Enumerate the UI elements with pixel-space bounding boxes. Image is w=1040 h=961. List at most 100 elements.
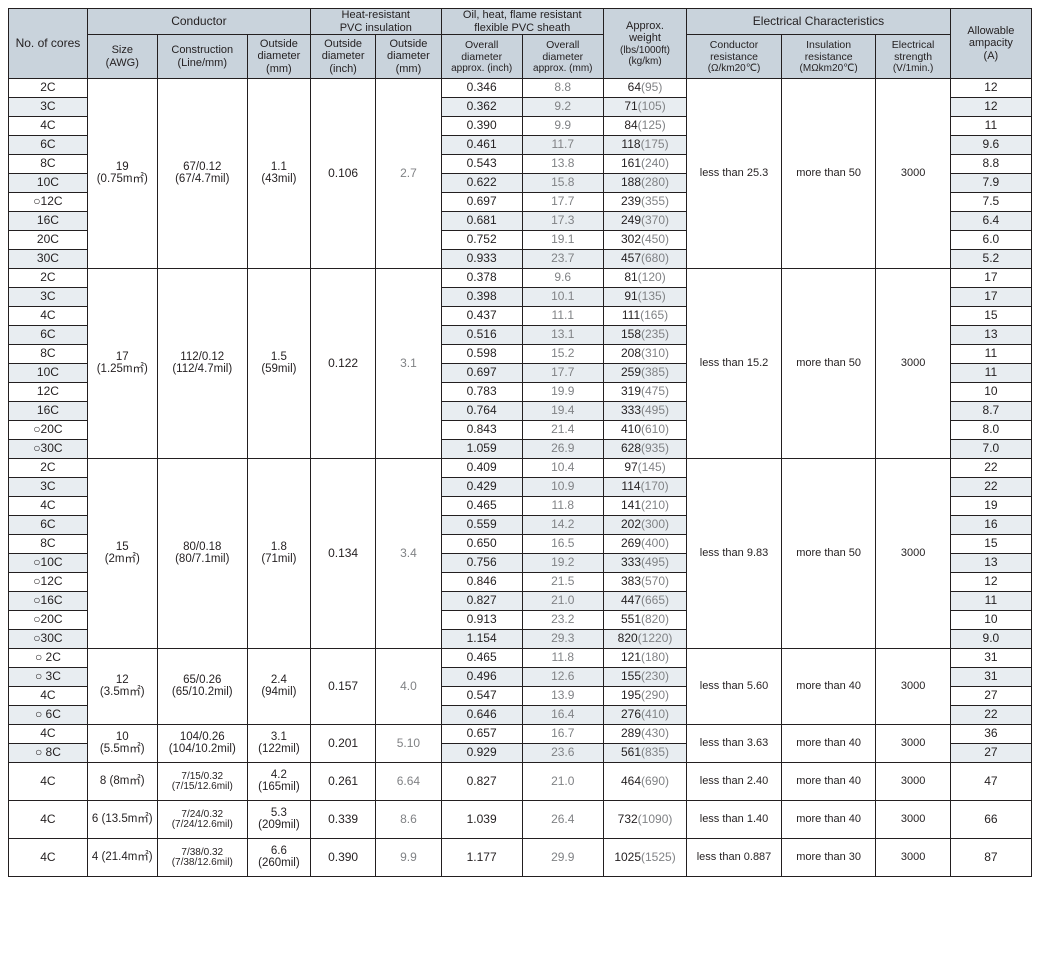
cell-overall-mm: 26.9	[522, 440, 603, 459]
cell-overall-in: 0.681	[441, 212, 522, 231]
cell-strength: 3000	[876, 763, 950, 801]
cell-cores: 2C	[9, 459, 88, 478]
cell-overall-in: 0.783	[441, 383, 522, 402]
cell-cores: ○20C	[9, 421, 88, 440]
hdr-ampacity: Allowableampacity (A)	[950, 9, 1031, 79]
cell-strength: 3000	[876, 269, 950, 459]
cell-ins-in: 0.261	[310, 763, 375, 801]
cell-overall-in: 0.646	[441, 706, 522, 725]
cell-cores: 30C	[9, 250, 88, 269]
table-row: 4C10(5.5m㎡)104/0.26(104/10.2mil)3.1(122m…	[9, 725, 1032, 744]
cell-ampacity: 8.8	[950, 155, 1031, 174]
table-body: 2C19(0.75m㎡)67/0.12(67/4.7mil)1.1(43mil)…	[9, 79, 1032, 877]
cell-overall-in: 1.177	[441, 839, 522, 877]
cell-ampacity: 12	[950, 98, 1031, 117]
cell-cores: ○20C	[9, 611, 88, 630]
cell-weight: 188(280)	[603, 174, 686, 193]
hdr-ins-in: Outsidediameter(inch)	[310, 35, 375, 79]
cell-weight: 302(450)	[603, 231, 686, 250]
cell-weight: 111(165)	[603, 307, 686, 326]
cell-overall-in: 0.390	[441, 117, 522, 136]
cell-size: 15(2m㎡)	[87, 459, 157, 649]
table-row: 4C4 (21.4m㎡)7/38/0.32(7/38/12.6mil)6.6(2…	[9, 839, 1032, 877]
cell-weight: 1025(1525)	[603, 839, 686, 877]
cell-construction: 7/24/0.32(7/24/12.6mil)	[157, 801, 247, 839]
cell-ampacity: 10	[950, 383, 1031, 402]
cell-weight: 161(240)	[603, 155, 686, 174]
cell-overall-in: 0.543	[441, 155, 522, 174]
cell-weight: 158(235)	[603, 326, 686, 345]
cell-strength: 3000	[876, 801, 950, 839]
cell-cores: 20C	[9, 231, 88, 250]
cell-construction: 7/38/0.32(7/38/12.6mil)	[157, 839, 247, 877]
cell-construction: 67/0.12(67/4.7mil)	[157, 79, 247, 269]
cell-weight: 91(135)	[603, 288, 686, 307]
cell-ampacity: 13	[950, 326, 1031, 345]
cell-cores: 3C	[9, 288, 88, 307]
cell-overall-mm: 23.2	[522, 611, 603, 630]
cell-overall-mm: 12.6	[522, 668, 603, 687]
cell-cond-res: less than 15.2	[687, 269, 782, 459]
cell-overall-mm: 11.1	[522, 307, 603, 326]
cell-cores: 6C	[9, 516, 88, 535]
cell-overall-mm: 29.9	[522, 839, 603, 877]
cell-cores: 4C	[9, 307, 88, 326]
cell-overall-mm: 10.1	[522, 288, 603, 307]
cell-strength: 3000	[876, 725, 950, 763]
cell-ins-res: more than 30	[781, 839, 876, 877]
cell-overall-mm: 13.9	[522, 687, 603, 706]
cell-ins-mm: 9.9	[376, 839, 441, 877]
cell-od: 5.3(209mil)	[247, 801, 310, 839]
cell-weight: 269(400)	[603, 535, 686, 554]
cell-cores: 2C	[9, 79, 88, 98]
cell-cores: ○12C	[9, 193, 88, 212]
cell-weight: 249(370)	[603, 212, 686, 231]
cell-weight: 259(385)	[603, 364, 686, 383]
cell-cores: ○ 6C	[9, 706, 88, 725]
cell-ampacity: 6.0	[950, 231, 1031, 250]
table-row: 2C17(1.25m㎡)112/0.12(112/4.7mil)1.5(59mi…	[9, 269, 1032, 288]
cell-size: 10(5.5m㎡)	[87, 725, 157, 763]
cell-overall-mm: 11.8	[522, 497, 603, 516]
cell-ampacity: 12	[950, 573, 1031, 592]
cell-ins-res: more than 40	[781, 649, 876, 725]
hdr-sheath: Oil, heat, flame resistantflexible PVC s…	[441, 9, 603, 35]
cell-cond-res: less than 0.887	[687, 839, 782, 877]
hdr-ins-mm: Outsidediameter(mm)	[376, 35, 441, 79]
cell-overall-mm: 19.1	[522, 231, 603, 250]
cell-ampacity: 15	[950, 307, 1031, 326]
cell-strength: 3000	[876, 79, 950, 269]
cell-weight: 289(430)	[603, 725, 686, 744]
cell-overall-in: 0.697	[441, 193, 522, 212]
cell-ampacity: 7.5	[950, 193, 1031, 212]
cell-overall-mm: 19.2	[522, 554, 603, 573]
cell-weight: 84(125)	[603, 117, 686, 136]
cell-overall-mm: 9.9	[522, 117, 603, 136]
cell-cores: ○ 8C	[9, 744, 88, 763]
cell-overall-in: 0.752	[441, 231, 522, 250]
cell-ins-res: more than 50	[781, 269, 876, 459]
cell-overall-in: 0.846	[441, 573, 522, 592]
cell-overall-in: 0.465	[441, 497, 522, 516]
cell-overall-in: 0.756	[441, 554, 522, 573]
cell-overall-mm: 9.6	[522, 269, 603, 288]
cell-overall-mm: 10.9	[522, 478, 603, 497]
hdr-construction: Construction(Line/mm)	[157, 35, 247, 79]
cell-ampacity: 11	[950, 345, 1031, 364]
cell-overall-in: 0.378	[441, 269, 522, 288]
cell-ampacity: 36	[950, 725, 1031, 744]
hdr-od: Outsidediameter(mm)	[247, 35, 310, 79]
cell-cores: ○12C	[9, 573, 88, 592]
cell-ampacity: 7.0	[950, 440, 1031, 459]
cell-weight: 410(610)	[603, 421, 686, 440]
hdr-cores: No. of cores	[9, 9, 88, 79]
cell-weight: 464(690)	[603, 763, 686, 801]
cell-overall-in: 0.429	[441, 478, 522, 497]
cell-ins-res: more than 50	[781, 459, 876, 649]
cell-weight: 208(310)	[603, 345, 686, 364]
cell-ampacity: 27	[950, 744, 1031, 763]
cell-overall-mm: 17.3	[522, 212, 603, 231]
table-row: ○ 2C12(3.5m㎡)65/0.26(65/10.2mil)2.4(94mi…	[9, 649, 1032, 668]
cell-cores: 2C	[9, 269, 88, 288]
cell-overall-in: 0.461	[441, 136, 522, 155]
